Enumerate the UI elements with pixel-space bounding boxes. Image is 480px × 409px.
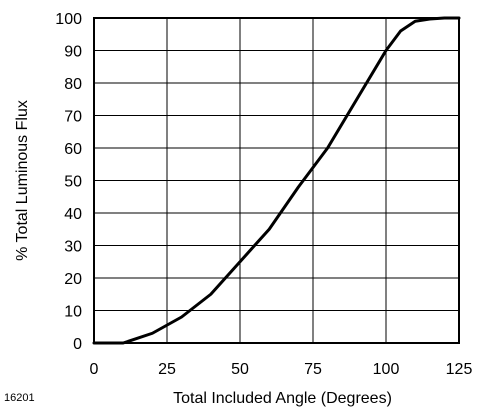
x-tick-labels: 0 25 50 75 100 125 bbox=[90, 361, 473, 378]
x-tick-label-4: 100 bbox=[373, 361, 400, 378]
x-tick-label-0: 0 bbox=[90, 361, 99, 378]
x-tick-label-3: 75 bbox=[304, 361, 322, 378]
series-line-0 bbox=[92, 16, 461, 345]
y-tick-label-8: 80 bbox=[64, 76, 82, 93]
figure-number: 16201 bbox=[4, 392, 35, 404]
y-tick-labels: 0 10 20 30 40 50 60 70 80 90 100 bbox=[55, 11, 82, 353]
y-tick-label-10: 100 bbox=[55, 11, 82, 28]
y-tick-label-0: 0 bbox=[73, 336, 82, 353]
y-tick-label-1: 10 bbox=[64, 304, 82, 321]
y-tick-label-2: 20 bbox=[64, 271, 82, 288]
y-tick-label-4: 40 bbox=[64, 206, 82, 223]
y-tick-label-3: 30 bbox=[64, 239, 82, 256]
y-tick-label-6: 60 bbox=[64, 141, 82, 158]
y-tick-label-5: 50 bbox=[64, 174, 82, 191]
series-group bbox=[92, 16, 461, 345]
y-axis-label: % Total Luminous Flux bbox=[14, 100, 31, 261]
plot-frame bbox=[93, 17, 460, 344]
y-tick-label-7: 70 bbox=[64, 109, 82, 126]
x-tick-label-5: 125 bbox=[446, 361, 473, 378]
x-tick-label-2: 50 bbox=[231, 361, 249, 378]
y-tick-label-9: 90 bbox=[64, 44, 82, 61]
x-tick-label-1: 25 bbox=[158, 361, 176, 378]
x-axis-label: Total Included Angle (Degrees) bbox=[173, 390, 392, 407]
grid-lines bbox=[93, 17, 460, 344]
